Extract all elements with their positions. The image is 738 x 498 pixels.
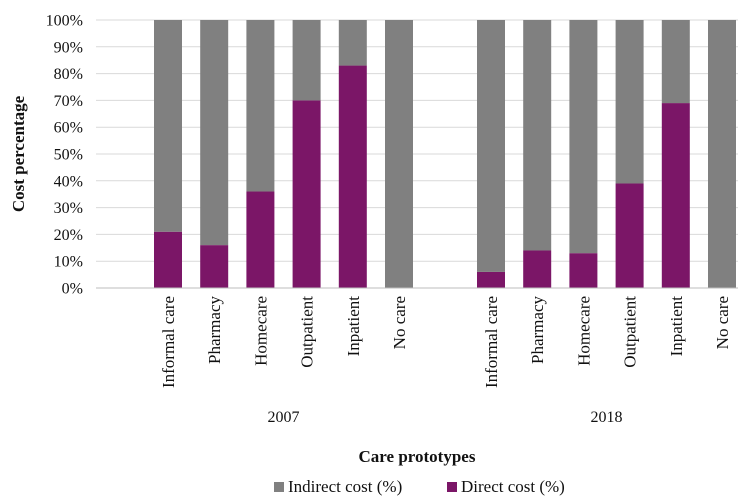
bar-indirect-cost <box>569 20 598 254</box>
y-tick-label: 40% <box>54 173 83 190</box>
bar-indirect-cost <box>477 20 505 272</box>
legend-swatch <box>274 482 284 492</box>
y-tick-label: 100% <box>46 13 83 30</box>
bar-direct-cost <box>246 191 275 288</box>
x-axis-title: Care prototypes <box>359 447 476 466</box>
bar-direct-cost <box>292 100 321 289</box>
bar-direct-cost <box>338 65 367 288</box>
bar-indirect-cost <box>385 20 413 288</box>
x-category-label: Outpatient <box>621 296 640 368</box>
bar-direct-cost <box>200 245 229 288</box>
legend-label: Direct cost (%) <box>461 477 565 496</box>
x-category-label: No care <box>390 296 409 349</box>
x-category-label: Pharmacy <box>205 296 224 364</box>
y-tick-label: 0% <box>62 281 83 298</box>
y-tick-label: 20% <box>54 227 83 244</box>
x-category-label: Homecare <box>574 296 593 366</box>
x-category-label: Outpatient <box>298 296 317 368</box>
legend: Indirect cost (%) Direct cost (%) <box>274 477 565 496</box>
x-category-label: Inpatient <box>667 296 686 357</box>
bar-direct-cost <box>615 183 644 288</box>
x-axis-category-labels: Informal care Pharmacy Homecare Outpatient I… <box>159 296 732 389</box>
bar-indirect-cost <box>246 20 275 192</box>
y-tick-label: 90% <box>54 39 83 56</box>
y-tick-label: 60% <box>54 120 83 137</box>
bar-indirect-cost <box>338 20 367 66</box>
bar-indirect-cost <box>661 20 690 104</box>
bar-direct-cost <box>523 250 552 288</box>
bar-indirect-cost <box>708 20 736 288</box>
y-axis-ticks: 0% 10% 20% 30% 40% 50% 60% 70% 80% 90% 100% <box>46 13 83 298</box>
y-tick-label: 80% <box>54 66 83 83</box>
y-tick-label: 30% <box>54 200 83 217</box>
bar-direct-cost <box>154 231 182 288</box>
x-category-label: Informal care <box>482 296 501 388</box>
y-axis-title: Cost percentage <box>9 95 28 212</box>
x-group-label: 2018 <box>591 409 623 426</box>
x-category-label: Inpatient <box>344 296 363 357</box>
legend-label: Indirect cost (%) <box>288 477 402 496</box>
y-tick-label: 10% <box>54 254 83 271</box>
x-group-label: 2007 <box>268 409 300 426</box>
bar-direct-cost <box>661 103 690 288</box>
bar-indirect-cost <box>292 20 321 101</box>
bar-indirect-cost <box>523 20 552 251</box>
bar-direct-cost <box>569 253 598 288</box>
x-category-label: Pharmacy <box>528 296 547 364</box>
y-tick-label: 50% <box>54 147 83 164</box>
bar-indirect-cost <box>615 20 644 184</box>
x-category-label: No care <box>713 296 732 349</box>
x-axis-group-labels: 2007 2018 <box>268 409 623 426</box>
bars <box>154 20 736 289</box>
legend-swatch <box>447 482 457 492</box>
bar-direct-cost <box>477 271 505 288</box>
x-category-label: Informal care <box>159 296 178 388</box>
bar-indirect-cost <box>200 20 229 246</box>
x-category-label: Homecare <box>251 296 270 366</box>
y-tick-label: 70% <box>54 93 83 110</box>
bar-indirect-cost <box>154 20 182 232</box>
